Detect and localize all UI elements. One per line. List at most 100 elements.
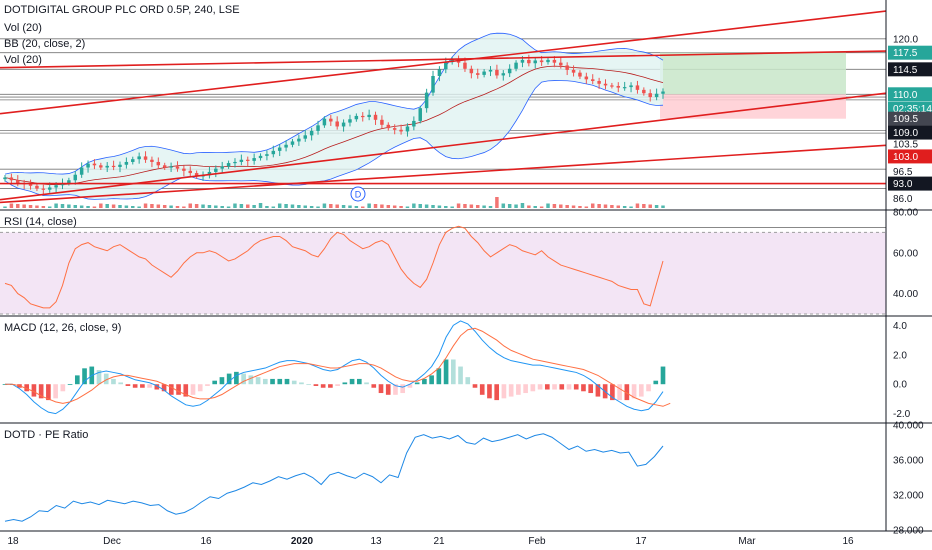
volume-bar[interactable] xyxy=(431,205,435,208)
volume-bar[interactable] xyxy=(16,204,20,208)
pe-ratio-line[interactable] xyxy=(4,433,664,522)
time-tick-label[interactable]: 17 xyxy=(635,536,647,547)
indicator-vol2-label[interactable]: Vol (20) xyxy=(4,54,42,66)
volume-bar[interactable] xyxy=(47,206,52,209)
candle-body[interactable] xyxy=(35,185,39,189)
volume-bar[interactable] xyxy=(482,205,486,209)
price-axis[interactable]: 120.0117.5114.5110.002:35:14109.5109.010… xyxy=(888,34,932,537)
macd-histogram-bar[interactable] xyxy=(125,384,131,386)
volume-bar[interactable] xyxy=(635,203,640,209)
macd-histogram-bar[interactable] xyxy=(523,384,528,394)
time-tick-label[interactable]: 13 xyxy=(370,536,382,547)
volume-bar[interactable] xyxy=(220,206,224,208)
macd-histogram-bar[interactable] xyxy=(472,384,478,388)
time-tick-label[interactable]: Mar xyxy=(738,536,756,547)
volume-bar[interactable] xyxy=(92,206,97,209)
candle-body[interactable] xyxy=(226,163,231,167)
candle-body[interactable] xyxy=(348,119,352,123)
macd-histogram-bar[interactable] xyxy=(610,384,615,401)
trendline[interactable] xyxy=(0,10,887,115)
macd-histogram-bar[interactable] xyxy=(530,384,536,392)
volume-bar[interactable] xyxy=(309,206,314,208)
candle-body[interactable] xyxy=(661,91,665,94)
candle-body[interactable] xyxy=(380,119,384,125)
candle-body[interactable] xyxy=(546,59,550,63)
volume-bar[interactable] xyxy=(361,206,365,209)
volume-bar[interactable] xyxy=(616,205,621,209)
volume-bar[interactable] xyxy=(399,206,403,208)
trendline[interactable] xyxy=(0,50,887,69)
volume-bar[interactable] xyxy=(137,206,141,209)
macd-histogram-bar[interactable] xyxy=(516,384,521,395)
macd-histogram-bar[interactable] xyxy=(400,384,406,394)
macd-histogram-bar[interactable] xyxy=(646,384,651,392)
macd-histogram-bar[interactable] xyxy=(82,368,87,385)
volume-bar[interactable] xyxy=(469,204,474,209)
symbol-title[interactable]: DOTDIGITAL GROUP PLC ORD 0.5P, 240, LSE xyxy=(4,4,240,16)
candle-body[interactable] xyxy=(392,128,397,130)
profit-zone[interactable] xyxy=(660,52,846,95)
macd-signal-line[interactable] xyxy=(5,327,671,407)
candle-body[interactable] xyxy=(488,69,493,72)
volume-bar[interactable] xyxy=(169,205,173,209)
price-tag-label[interactable]: 114.5 xyxy=(893,65,918,76)
macd-histogram-bar[interactable] xyxy=(190,384,196,395)
price-tag-label[interactable]: 110.0 xyxy=(893,90,918,101)
volume-bar[interactable] xyxy=(252,205,256,208)
macd-histogram-bar[interactable] xyxy=(429,375,434,385)
volume-bar[interactable] xyxy=(444,206,448,208)
rsi-title[interactable]: RSI (14, close) xyxy=(4,216,77,228)
candle-body[interactable] xyxy=(239,159,244,162)
volume-bar[interactable] xyxy=(28,205,33,208)
candle-body[interactable] xyxy=(501,73,506,76)
macd-histogram-bar[interactable] xyxy=(414,382,420,385)
volume-bar[interactable] xyxy=(207,205,212,208)
price-tick-label[interactable]: 86.0 xyxy=(893,194,913,205)
volume-bar[interactable] xyxy=(539,206,544,209)
candle-body[interactable] xyxy=(482,71,486,75)
trendline[interactable] xyxy=(0,144,887,204)
price-tag[interactable] xyxy=(888,111,932,126)
candle-body[interactable] xyxy=(610,85,614,87)
volume-bar[interactable] xyxy=(520,203,525,208)
candle-body[interactable] xyxy=(175,166,180,169)
candle-body[interactable] xyxy=(309,130,314,136)
price-tag[interactable] xyxy=(888,176,932,191)
indicator-vol-label[interactable]: Vol (20) xyxy=(4,22,42,34)
macd-histogram-bar[interactable] xyxy=(306,384,312,386)
volume-bar[interactable] xyxy=(412,203,416,209)
bollinger-basis[interactable] xyxy=(4,65,664,186)
macd-histogram-bar[interactable] xyxy=(197,384,203,392)
volume-bar[interactable] xyxy=(571,205,576,209)
candle-body[interactable] xyxy=(533,60,537,64)
candle-body[interactable] xyxy=(290,141,295,145)
macd-histogram-bar[interactable] xyxy=(638,384,644,397)
macd-histogram-bar[interactable] xyxy=(450,359,456,385)
candle-body[interactable] xyxy=(335,121,339,127)
price-tick-label[interactable]: 120.0 xyxy=(893,34,918,45)
candle-body[interactable] xyxy=(341,122,346,127)
candle-body[interactable] xyxy=(150,159,154,162)
candle-body[interactable] xyxy=(265,154,269,156)
volume-bar[interactable] xyxy=(578,206,582,208)
candle-body[interactable] xyxy=(54,185,58,188)
volume-bar[interactable] xyxy=(131,206,135,208)
pe-tick-label[interactable]: 28.000 xyxy=(893,526,924,537)
volume-bar[interactable] xyxy=(654,205,659,208)
macd-histogram-bar[interactable] xyxy=(573,384,579,390)
macd-histogram-bar[interactable] xyxy=(465,377,471,385)
macd-title[interactable]: MACD (12, 26, close, 9) xyxy=(4,322,122,334)
candle-body[interactable] xyxy=(169,166,173,168)
price-pane[interactable]: D xyxy=(0,10,887,228)
macd-histogram-bar[interactable] xyxy=(458,366,463,385)
candle-body[interactable] xyxy=(194,173,199,177)
candle-body[interactable] xyxy=(41,188,46,190)
volume-bar[interactable] xyxy=(661,205,665,209)
candle-body[interactable] xyxy=(571,69,576,73)
volume-bar[interactable] xyxy=(642,204,646,208)
candle-body[interactable] xyxy=(277,147,282,151)
price-tag[interactable] xyxy=(888,125,932,140)
bollinger-lower[interactable] xyxy=(4,80,664,200)
volume-bar[interactable] xyxy=(239,204,244,208)
macd-histogram-bar[interactable] xyxy=(262,378,268,385)
